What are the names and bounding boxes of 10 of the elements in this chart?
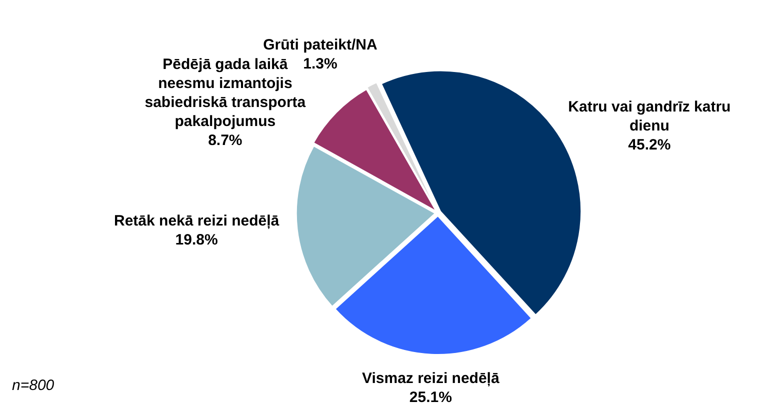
slice-label: Retāk nekā reizi nedēļā <box>114 212 280 230</box>
data-label: 19.8% <box>175 232 218 249</box>
data-label: 8.7% <box>208 132 242 150</box>
slice-label: Katru vai gandrīz katru dienu <box>568 98 731 134</box>
data-label: 1.3% <box>303 56 338 73</box>
text: n=800 <box>12 377 55 394</box>
data-label: 25.1% <box>409 388 452 406</box>
slice-label: Vismaz reizi nedēļā <box>362 370 500 387</box>
data-label: 45.2% <box>628 136 671 154</box>
slice-label: Grūti pateikt/NA <box>263 36 378 54</box>
